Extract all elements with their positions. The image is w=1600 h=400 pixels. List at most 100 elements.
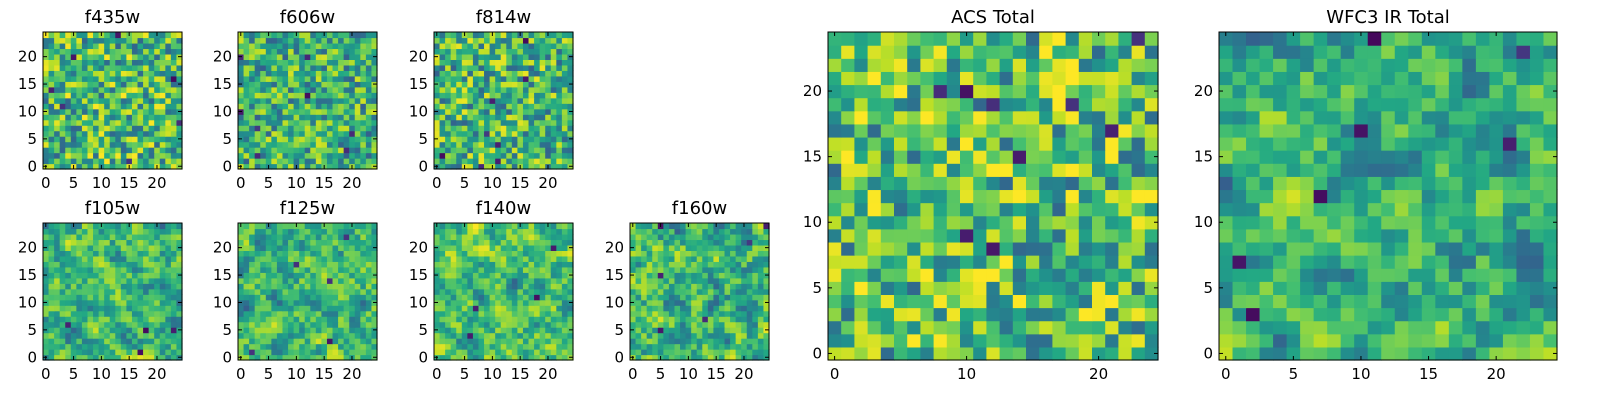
heatmap-cell	[534, 272, 541, 279]
heatmap-cell	[522, 42, 530, 50]
heatmap-cell	[321, 125, 328, 132]
heatmap-cell	[143, 327, 150, 334]
heatmap-cell	[439, 223, 446, 230]
heatmap-cell	[338, 228, 345, 235]
heatmap-cell	[730, 310, 737, 317]
heatmap-cell	[489, 250, 496, 257]
heatmap-cell	[445, 147, 452, 154]
heatmap-cell	[321, 272, 328, 279]
heatmap-cell	[321, 108, 328, 115]
heatmap-cell	[254, 332, 261, 339]
heatmap-cell	[500, 349, 507, 356]
heatmap-cell	[668, 354, 676, 361]
heatmap-cell	[76, 53, 83, 60]
heatmap-cell	[115, 255, 122, 262]
heatmap-cell	[539, 75, 546, 82]
heatmap-cell	[43, 283, 50, 290]
heatmap-cell	[243, 299, 250, 306]
heatmap-cell	[489, 42, 496, 50]
heatmap-cell	[249, 255, 256, 262]
heatmap-cell	[43, 97, 50, 104]
heatmap-cell	[265, 53, 272, 60]
heatmap-cell	[668, 283, 676, 290]
heatmap-cell	[746, 332, 753, 339]
heatmap-cell	[489, 310, 496, 317]
heatmap-cell	[472, 75, 480, 82]
heatmap-cell	[439, 53, 446, 60]
heatmap-cell	[260, 332, 267, 339]
heatmap-cell	[98, 108, 105, 115]
heatmap-cell	[741, 316, 748, 323]
heatmap-cell	[907, 346, 921, 361]
heatmap-cell	[76, 305, 83, 312]
heatmap-cell	[143, 255, 150, 262]
heatmap-cell	[702, 349, 709, 356]
heatmap-cell	[1052, 307, 1067, 322]
heatmap-cell	[243, 70, 250, 77]
heatmap-cell	[867, 202, 882, 217]
heatmap-cell	[674, 332, 681, 339]
heatmap-cell	[354, 321, 361, 328]
heatmap-cell	[343, 86, 350, 93]
heatmap-cell	[165, 261, 172, 268]
heatmap-cell	[472, 332, 480, 339]
heatmap-cell	[556, 37, 563, 44]
heatmap-cell	[528, 70, 535, 77]
heatmap-cell	[354, 299, 361, 306]
heatmap-cell	[511, 338, 518, 345]
heatmap-cell	[109, 59, 116, 66]
heatmap-cell	[87, 255, 94, 262]
heatmap-cell	[343, 310, 350, 317]
heatmap-cell	[170, 233, 178, 241]
heatmap-cell	[159, 70, 166, 77]
heatmap-cell	[484, 327, 491, 334]
heatmap-cell	[243, 354, 250, 361]
heatmap-cell	[461, 147, 468, 154]
heatmap-cell	[176, 255, 183, 262]
heatmap-cell	[534, 59, 541, 66]
heatmap-cell	[472, 92, 480, 99]
heatmap-cell	[154, 119, 161, 126]
heatmap-cell	[685, 310, 692, 317]
heatmap-cell	[332, 239, 339, 246]
heatmap-cell	[757, 277, 765, 284]
heatmap-cell	[170, 92, 178, 99]
heatmap-cell	[946, 176, 961, 191]
heatmap-cell	[243, 239, 250, 246]
heatmap-cell	[920, 320, 935, 335]
heatmap-cell	[243, 42, 250, 50]
heatmap-cell	[365, 119, 373, 126]
heatmap-cell	[567, 283, 574, 290]
heatmap-cell	[354, 81, 361, 88]
heatmap-cell	[365, 327, 373, 334]
heatmap-cell	[238, 338, 245, 345]
heatmap-cell	[176, 321, 183, 328]
heatmap-cell	[920, 346, 935, 361]
heatmap-cell	[288, 349, 295, 356]
heatmap-cell	[960, 228, 974, 243]
heatmap-cell	[109, 321, 116, 328]
heatmap-cell	[495, 305, 502, 312]
heatmap-cell	[104, 59, 111, 66]
heatmap-cell	[159, 310, 166, 317]
heatmap-cell	[315, 239, 322, 246]
heatmap-cell	[315, 321, 322, 328]
heatmap-cell	[567, 59, 574, 66]
heatmap-cell	[472, 70, 480, 77]
heatmap-cell	[511, 250, 518, 257]
heatmap-cell	[439, 97, 446, 104]
heatmap-cell	[1144, 176, 1159, 191]
heatmap-cell	[450, 108, 457, 115]
heatmap-cell	[1105, 333, 1119, 348]
heatmap-cell	[522, 228, 530, 235]
heatmap-cell	[338, 305, 345, 312]
heatmap-cell	[276, 75, 284, 82]
heatmap-cell	[260, 48, 267, 55]
heatmap-cell	[137, 239, 144, 246]
heatmap-cell	[1118, 163, 1133, 177]
heatmap-cell	[506, 283, 513, 290]
heatmap-cell	[718, 283, 726, 290]
heatmap-cell	[528, 163, 535, 170]
heatmap-cell	[249, 305, 256, 312]
heatmap-cell	[65, 86, 72, 93]
